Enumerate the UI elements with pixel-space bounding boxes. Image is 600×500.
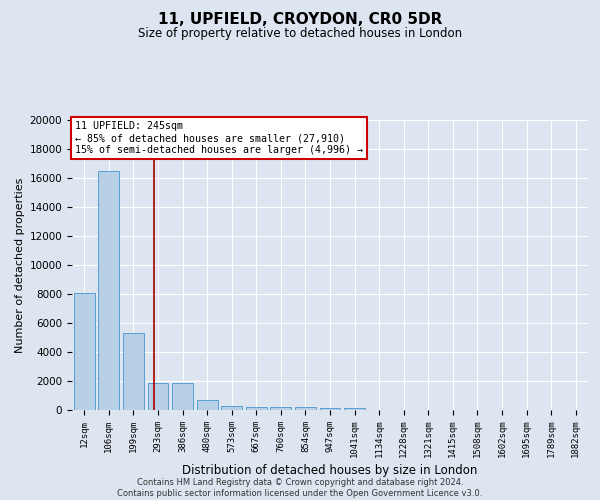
Text: Size of property relative to detached houses in London: Size of property relative to detached ho… <box>138 28 462 40</box>
Bar <box>74 292 95 410</box>
Bar <box>344 408 365 410</box>
Text: Contains HM Land Registry data © Crown copyright and database right 2024.
Contai: Contains HM Land Registry data © Crown c… <box>118 478 482 498</box>
Bar <box>197 400 218 410</box>
Text: 11, UPFIELD, CROYDON, CR0 5DR: 11, UPFIELD, CROYDON, CR0 5DR <box>158 12 442 28</box>
Bar <box>148 383 169 410</box>
Bar <box>98 171 119 410</box>
Bar <box>271 407 292 410</box>
Bar <box>246 407 267 410</box>
Bar <box>221 406 242 410</box>
X-axis label: Distribution of detached houses by size in London: Distribution of detached houses by size … <box>182 464 478 477</box>
Bar <box>172 383 193 410</box>
Bar <box>320 408 340 410</box>
Bar <box>295 408 316 410</box>
Bar <box>123 333 144 410</box>
Text: 11 UPFIELD: 245sqm
← 85% of detached houses are smaller (27,910)
15% of semi-det: 11 UPFIELD: 245sqm ← 85% of detached hou… <box>74 122 362 154</box>
Y-axis label: Number of detached properties: Number of detached properties <box>16 178 25 352</box>
